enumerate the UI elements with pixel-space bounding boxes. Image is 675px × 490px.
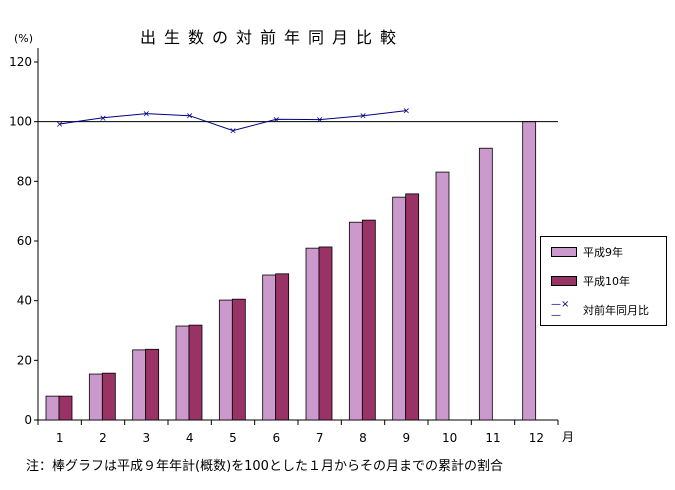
ratio-line	[59, 110, 407, 132]
legend: 平成9年 平成10年 —×— 対前年同月比	[540, 236, 667, 326]
legend-line-marker-icon: —×—	[551, 299, 570, 321]
y-tick-label: 120	[9, 55, 32, 69]
legend-label: 平成9年	[583, 246, 623, 259]
footnote: 注：棒グラフは平成９年年計(概数)を100とした１月からその月までの累計の割合	[26, 459, 503, 474]
bar-h10	[275, 273, 290, 421]
x-tick-label: 12	[529, 431, 544, 445]
x-tick-label: 11	[485, 431, 500, 445]
legend-label: 平成10年	[583, 275, 630, 288]
bar-h10	[101, 372, 116, 421]
x-tick-label: 9	[403, 431, 411, 445]
y-tick-label: 80	[17, 174, 32, 188]
bar-h9	[45, 395, 60, 421]
x-tick-label: 6	[273, 431, 281, 445]
ratio-point-marker: ×	[143, 110, 151, 120]
y-tick-label: 60	[17, 234, 32, 248]
x-tick-label: 8	[359, 431, 367, 445]
bar-h10	[361, 219, 376, 421]
y-tick-label: 40	[17, 294, 32, 308]
bar-h9	[218, 299, 233, 421]
x-tick-label: 2	[99, 431, 107, 445]
legend-item-ratio: —×— 対前年同月比	[551, 299, 649, 321]
y-tick-label: 20	[17, 353, 32, 367]
bar-h10	[231, 298, 246, 421]
bar-h10	[58, 395, 73, 421]
y-tick-label: 100	[9, 115, 32, 129]
legend-label: 対前年同月比	[583, 304, 649, 317]
bar-h10	[318, 246, 333, 421]
bar-h9	[262, 274, 277, 421]
x-tick-label: 10	[442, 431, 457, 445]
bar-h9	[392, 196, 407, 421]
x-tick-label: 5	[229, 431, 237, 445]
bar-h10	[405, 193, 420, 421]
legend-swatch	[551, 247, 577, 257]
ratio-point-marker: ×	[186, 112, 194, 122]
ratio-point-marker: ×	[273, 115, 281, 125]
x-tick-label: 1	[56, 431, 64, 445]
x-axis-label: 月	[562, 430, 575, 444]
ratio-point-marker: ×	[99, 114, 107, 124]
bar-h10	[145, 348, 160, 421]
bar-h9	[132, 349, 147, 421]
legend-item-h10: 平成10年	[551, 274, 630, 288]
ratio-point-marker: ×	[56, 120, 64, 130]
ratio-point-marker: ×	[229, 127, 237, 137]
bar-h9	[435, 171, 450, 421]
bar-h9	[175, 325, 190, 421]
y-axis-unit: (%)	[14, 32, 34, 45]
bar-h10	[188, 324, 203, 421]
ratio-point-marker: ×	[316, 116, 324, 126]
ratio-point-marker: ×	[403, 107, 411, 117]
bar-h9	[305, 247, 320, 421]
x-tick-label: 4	[186, 431, 194, 445]
x-tick-label: 7	[316, 431, 324, 445]
bar-h9	[522, 121, 537, 421]
ratio-point-marker: ×	[359, 112, 367, 122]
bar-h9	[348, 221, 363, 421]
legend-item-h9: 平成9年	[551, 245, 623, 259]
bar-h9	[478, 147, 493, 421]
x-tick-label: 3	[143, 431, 151, 445]
legend-swatch	[551, 276, 577, 286]
y-tick-label: 0	[24, 413, 32, 427]
chart-title: 出生数の対前年同月比較	[140, 28, 405, 47]
bar-h9	[88, 373, 103, 421]
